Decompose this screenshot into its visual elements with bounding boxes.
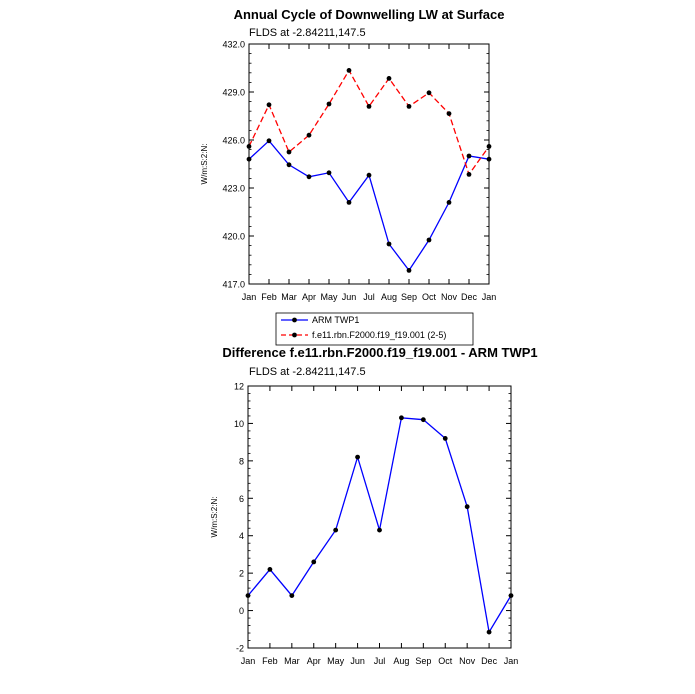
bottom-ytick-label: 12	[234, 382, 244, 392]
chart-bottom-title: Difference f.e11.rbn.F2000.f19_f19.001 -…	[222, 345, 537, 360]
bottom-ytick-label: 10	[234, 419, 244, 429]
bottom-series-0-point	[333, 527, 339, 533]
top-ytick-label: 417.0	[222, 280, 245, 290]
chart-top: Annual Cycle of Downwelling LW at Surfac…	[200, 7, 504, 302]
top-series-0-point	[326, 170, 332, 176]
top-xtick-label: Jun	[342, 292, 357, 302]
bottom-xtick-label: Jun	[350, 656, 365, 666]
top-series-0-point	[446, 200, 452, 205]
top-series-0-point	[386, 241, 392, 247]
top-ytick-label: 420.0	[222, 232, 245, 242]
bottom-ytick-label: 2	[239, 569, 244, 579]
bottom-xtick-label: Feb	[262, 656, 278, 666]
top-series-0-point	[366, 172, 372, 178]
legend-marker-model	[292, 332, 297, 338]
top-series-1-point	[326, 101, 332, 107]
top-xtick-label: Jul	[363, 292, 375, 302]
chart-bottom-plot-frame	[247, 385, 512, 649]
bottom-series-0-point	[442, 436, 448, 441]
top-series-0-point	[246, 156, 252, 162]
top-series-1-point	[466, 172, 472, 177]
bottom-xtick-label: Nov	[459, 656, 476, 666]
top-series-0-point	[466, 153, 472, 159]
bottom-series-0-point	[311, 559, 317, 565]
bottom-series-0-point	[508, 593, 514, 598]
top-series-1-point	[366, 104, 372, 109]
top-series-1-point	[386, 76, 392, 81]
top-series-0-point	[426, 237, 432, 243]
top-series-1-point	[486, 144, 492, 149]
legend-box	[275, 312, 474, 346]
chart-bottom: Difference f.e11.rbn.F2000.f19_f19.001 -…	[210, 345, 538, 666]
bottom-ytick-label: 0	[239, 606, 244, 616]
bottom-xtick-label: Mar	[284, 656, 300, 666]
bottom-xtick-label: Jul	[374, 656, 386, 666]
top-series-0-point	[306, 174, 312, 180]
bottom-xtick-label: Sep	[415, 656, 431, 666]
top-xtick-label: Dec	[461, 292, 478, 302]
top-series-1-point	[286, 149, 292, 155]
bottom-xtick-label: Apr	[307, 656, 321, 666]
bottom-series-line-0	[247, 417, 512, 634]
top-xtick-label: Jan	[482, 292, 497, 302]
chart-top-subtitle: FLDS at -2.84211,147.5	[249, 27, 366, 39]
bottom-series-0-point	[464, 504, 470, 510]
bottom-xtick-label: Aug	[393, 656, 409, 666]
top-series-line-0	[248, 139, 490, 272]
top-series-line-1	[248, 69, 490, 176]
bottom-series-0-point	[399, 415, 404, 421]
top-ytick-label: 432.0	[222, 40, 245, 50]
top-series-0-point	[406, 268, 412, 273]
top-xtick-label: Feb	[261, 292, 277, 302]
chart-top-ylabel: W/m:S:2:N:	[200, 144, 209, 185]
top-series-1-point	[306, 132, 312, 138]
bottom-xtick-label: May	[327, 656, 345, 666]
bottom-xtick-label: Jan	[241, 656, 256, 666]
legend-label-arm: ARM TWP1	[312, 315, 359, 325]
bottom-xtick-label: Jan	[504, 656, 519, 666]
top-series-1-point	[346, 68, 352, 73]
bottom-series-0-point	[486, 629, 492, 635]
top-xtick-label: Nov	[441, 292, 458, 302]
legend-marker-arm	[292, 317, 297, 323]
bottom-ytick-label: 4	[239, 531, 244, 541]
top-series-1-point	[266, 102, 272, 108]
top-series-0-point	[346, 200, 352, 205]
chart-top-plot-frame	[248, 43, 490, 285]
top-series-0-point	[266, 138, 272, 144]
top-xtick-label: Mar	[281, 292, 297, 302]
bottom-series-0-point	[377, 527, 382, 533]
top-series-1-point	[426, 90, 432, 96]
top-series-1-point	[406, 104, 412, 109]
bottom-xtick-label: Oct	[438, 656, 453, 666]
bottom-ytick-label: -2	[236, 644, 244, 654]
bottom-series-0-point	[289, 593, 295, 598]
top-series-0-point	[286, 162, 292, 168]
top-xtick-label: Oct	[422, 292, 437, 302]
top-xtick-label: May	[320, 292, 338, 302]
top-xtick-label: Sep	[401, 292, 417, 302]
top-series-1-point	[246, 144, 252, 149]
bottom-ytick-label: 6	[239, 494, 244, 504]
chart-top-title: Annual Cycle of Downwelling LW at Surfac…	[234, 7, 505, 22]
bottom-series-0-point	[355, 454, 360, 460]
top-series-1-point	[446, 111, 452, 116]
top-ytick-label: 429.0	[222, 88, 245, 98]
legend-label-model: f.e11.rbn.F2000.f19_f19.001 (2-5)	[312, 330, 446, 340]
top-xtick-label: Apr	[302, 292, 316, 302]
bottom-series-0-point	[267, 567, 273, 572]
bottom-series-0-point	[420, 417, 426, 423]
bottom-xtick-label: Dec	[481, 656, 498, 666]
top-ytick-label: 423.0	[222, 184, 245, 194]
top-series-0-point	[486, 156, 492, 162]
chart-bottom-ylabel: W/m:S:2:N:	[210, 497, 219, 538]
top-xtick-label: Jan	[242, 292, 257, 302]
top-ytick-label: 426.0	[222, 136, 245, 146]
top-xtick-label: Aug	[381, 292, 397, 302]
chart-bottom-subtitle: FLDS at -2.84211,147.5	[249, 366, 366, 378]
legend: ARM TWP1 f.e11.rbn.F2000.f19_f19.001 (2-…	[275, 312, 474, 346]
bottom-series-0-point	[245, 593, 251, 598]
bottom-ytick-label: 8	[239, 456, 244, 466]
